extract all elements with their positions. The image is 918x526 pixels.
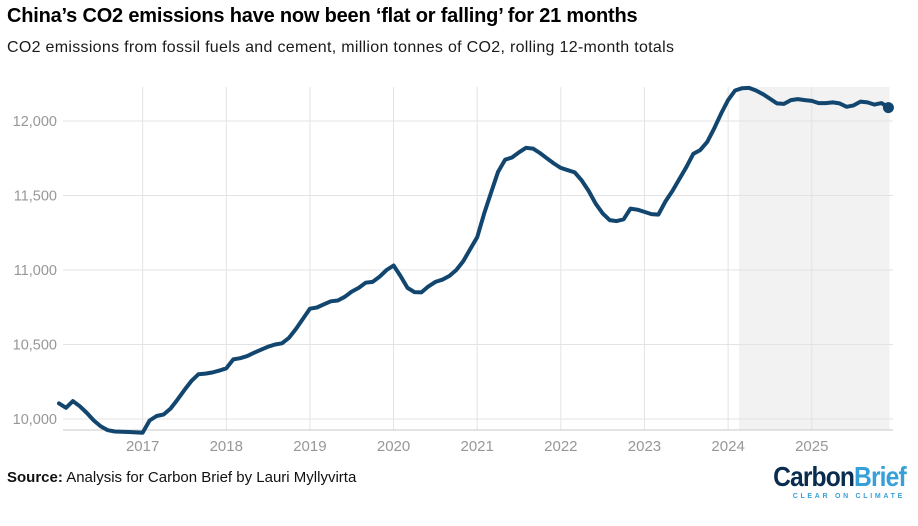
logo-carbon-text: Carbon — [773, 461, 855, 492]
x-tick-label: 2024 — [711, 438, 744, 455]
x-tick-label: 2020 — [377, 438, 410, 455]
shaded-region — [739, 87, 890, 430]
chart-title: China’s CO2 emissions have now been ‘fla… — [7, 5, 638, 27]
logo-brief-text: Brief — [854, 461, 907, 492]
logo-wordmark: CarbonBrief — [773, 461, 907, 492]
chart-subtitle: CO2 emissions from fossil fuels and ceme… — [7, 39, 675, 56]
y-tick-label: 11,500 — [14, 189, 57, 205]
y-tick-label: 10,000 — [13, 412, 57, 428]
x-tick-label: 2018 — [210, 438, 243, 455]
logo-tagline: CLEAR ON CLIMATE — [792, 493, 905, 500]
emissions-line — [57, 85, 891, 435]
y-tick-label: 12,000 — [13, 114, 57, 130]
x-tick-label: 2025 — [795, 438, 828, 455]
x-tick-label: 2023 — [628, 438, 661, 455]
y-tick-label: 10,500 — [13, 338, 57, 354]
source-note: Source: Analysis for Carbon Brief by Lau… — [7, 469, 356, 486]
y-tick-label: 11,000 — [14, 263, 57, 279]
source-text: Analysis for Carbon Brief by Lauri Mylly… — [62, 469, 357, 486]
x-tick-label: 2022 — [544, 438, 577, 455]
x-tick-label: 2021 — [461, 438, 494, 455]
carbonbrief-logo: CarbonBrief CLEAR ON CLIMATE — [755, 461, 907, 501]
x-tick-label: 2017 — [126, 438, 159, 455]
end-point-dot — [882, 102, 894, 114]
x-tick-label: 2019 — [293, 438, 326, 455]
source-label: Source: — [7, 469, 63, 486]
